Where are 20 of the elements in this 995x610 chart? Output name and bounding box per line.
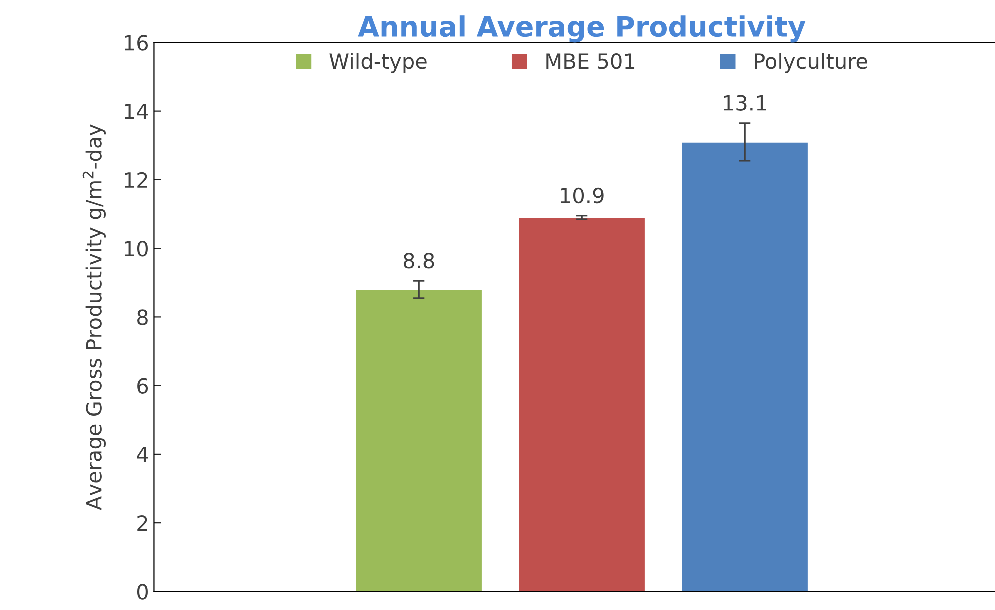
bar <box>680 142 810 592</box>
y-tick-label: 8 <box>138 310 148 326</box>
y-axis-title: Average Gross Productivity g/m$^{2}$-day <box>82 124 106 510</box>
bar <box>354 289 484 592</box>
chart-title: Annual Average Productivity <box>358 16 806 43</box>
legend-label: MBE 501 <box>546 53 635 70</box>
data-label: 13.1 <box>724 95 766 111</box>
data-label: 10.9 <box>561 188 604 204</box>
y-tick-label: 14 <box>125 104 148 120</box>
y-tick-label: 0 <box>137 584 148 600</box>
legend-label: Polyculture <box>755 53 868 74</box>
y-tick-label: 4 <box>137 447 148 462</box>
data-label: 8.8 <box>404 253 434 269</box>
y-tick-label: 16 <box>125 35 148 51</box>
legend-label: Wild-type <box>330 53 427 74</box>
y-tick-label: 10 <box>125 241 148 257</box>
y-tick-label: 12 <box>125 172 148 188</box>
y-tick-label: 6 <box>138 378 148 394</box>
bar <box>518 217 646 592</box>
y-tick-label: 2 <box>138 516 148 531</box>
